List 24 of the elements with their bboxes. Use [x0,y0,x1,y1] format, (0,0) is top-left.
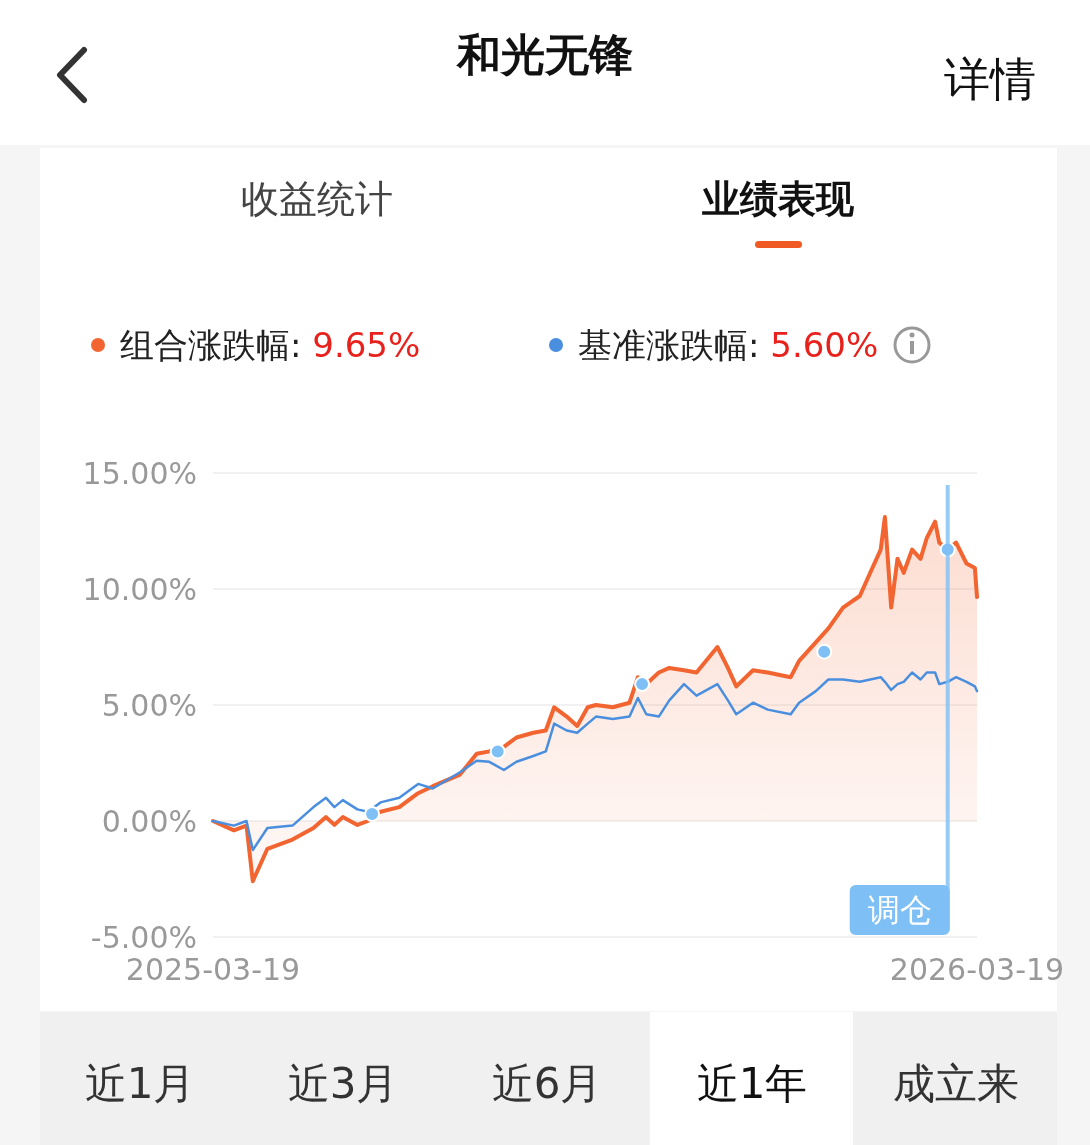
text: 成立来 [893,1059,1019,1108]
text: 近6月 [491,1059,603,1108]
x-tick-label: 2026-03-19 [889,952,1065,987]
text: 近1月 [84,1059,196,1108]
y-tick-label: 0.00% [101,803,197,839]
point [489,743,506,760]
text: 业绩表现 [702,177,855,221]
legend-label: 组合涨跌幅: 9.65% [120,325,421,365]
text: 近1年 [696,1059,808,1108]
line-series [211,671,979,852]
y-tick-label: 10.00% [82,571,197,607]
y-tick-label: 5.00% [101,687,197,723]
chart-title: 和光无锋 [456,29,633,80]
y-tick-label: 15.00% [82,455,197,491]
legend-label: 基准涨跌幅: 5.60% [578,325,879,365]
text: 收益统计 [241,177,393,221]
point [634,676,651,693]
y-tick-label: -5.00% [90,919,197,955]
point [816,643,833,660]
text: 详情 [944,52,1036,106]
x-tick-label: 2025-03-19 [125,952,301,987]
point [364,806,381,823]
ref-line-label: 调仓 [867,891,932,929]
text: 近3月 [287,1059,399,1108]
